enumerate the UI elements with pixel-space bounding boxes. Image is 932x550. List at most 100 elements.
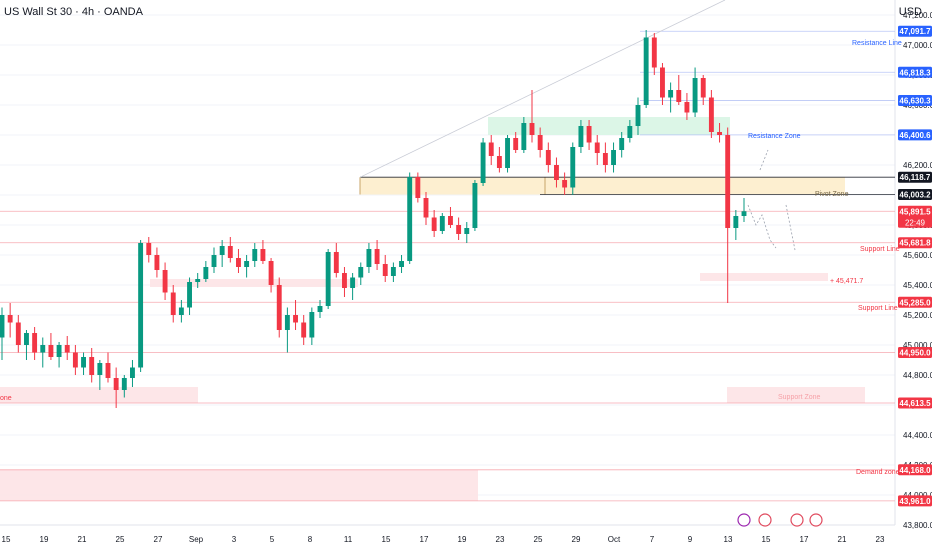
x-tick-label: 21 [838, 535, 847, 544]
candle [382, 255, 388, 282]
resistance-zone-label: Resistance Zone [748, 133, 801, 140]
price-tag: 46,818.3 [898, 66, 932, 78]
event-lightning-icon [737, 513, 751, 527]
candle-body [708, 97, 714, 132]
y-tick-label: 45,600.0 [903, 251, 932, 260]
candle [545, 142, 551, 173]
candle [276, 277, 282, 338]
candle [366, 243, 372, 273]
candle-body [252, 249, 258, 261]
candle-body [423, 198, 429, 218]
y-tick-label: 47,000.0 [903, 41, 932, 50]
candle [170, 285, 176, 323]
candle-body [521, 123, 527, 150]
candle [187, 277, 192, 315]
candles [0, 30, 747, 408]
event-flag-icon [758, 513, 772, 527]
support-line-label: Support Line [860, 246, 900, 253]
zone-band [0, 469, 478, 501]
candle-body [187, 282, 192, 308]
candle [537, 127, 543, 158]
resistance-line-label: Resistance Line [852, 40, 902, 47]
candle-body [146, 243, 152, 255]
y-tick-label: 44,800.0 [903, 371, 932, 380]
candle-body [203, 267, 209, 279]
candle-body [692, 78, 698, 113]
candle-body [219, 246, 225, 255]
price-tag-label: 46,003.2 [899, 191, 931, 200]
candle-body [244, 261, 250, 267]
candle [570, 142, 576, 195]
candle-body [562, 180, 568, 188]
zone-band [488, 117, 730, 135]
price-tag-countdown: 22:49 [905, 218, 926, 227]
price-tag-box [898, 464, 932, 476]
x-tick-label: 11 [344, 535, 353, 544]
price-tag-box [898, 347, 932, 358]
price-tag-box [898, 397, 932, 409]
candle [464, 222, 470, 243]
candle [448, 207, 453, 228]
candle [660, 63, 665, 105]
candle-body [717, 132, 722, 135]
candle-body [121, 378, 127, 390]
candle-body [578, 126, 584, 147]
candle [309, 307, 315, 345]
candle-body [358, 267, 364, 278]
candle [121, 375, 127, 398]
candle [317, 300, 323, 318]
candle [374, 240, 380, 270]
candle-body [741, 211, 747, 216]
x-tick-label: 23 [876, 535, 885, 544]
candle-body [374, 249, 380, 264]
candle-body [472, 183, 478, 228]
price-tag: 46,003.2 [898, 189, 932, 201]
candle [529, 90, 535, 143]
x-tick-label: 17 [420, 535, 429, 544]
currency-label: USD [898, 6, 922, 18]
candle-body [611, 150, 616, 165]
candle-body [635, 105, 641, 126]
candle [684, 93, 690, 120]
candle-body [170, 292, 176, 315]
price-tag-label: 45,681.8 [899, 239, 931, 248]
x-tick-label: 3 [232, 535, 237, 544]
x-tick-label: 25 [534, 535, 543, 544]
candle-body [333, 252, 339, 273]
candle [146, 237, 152, 263]
price-tag-box [898, 171, 932, 183]
candle-body [309, 312, 315, 338]
candle-body [260, 249, 266, 261]
candle-body [415, 177, 421, 198]
candle [619, 132, 625, 158]
candle [154, 247, 160, 278]
candle [138, 240, 144, 372]
candle [733, 210, 739, 240]
candle-body [64, 345, 70, 353]
x-tick-label: 9 [688, 535, 693, 544]
candle-body [24, 333, 29, 345]
candle-body [684, 102, 690, 113]
candle [48, 333, 54, 360]
candle-body [733, 216, 739, 228]
price-tag-box [898, 237, 932, 249]
candle [56, 342, 62, 368]
price-tag: 44,950.0 [898, 347, 932, 358]
candle-body [537, 135, 543, 150]
price-tag-box [898, 66, 932, 78]
candle [15, 315, 21, 353]
price-tag: 46,118.7 [898, 171, 932, 183]
candle-body [660, 67, 665, 98]
candle [456, 217, 462, 240]
candle-body [480, 142, 486, 183]
candle [578, 120, 584, 153]
x-tick-label: Sep [189, 535, 204, 544]
candle-body [15, 322, 21, 345]
candle-body [195, 279, 201, 282]
symbol-title: US Wall St 30 · 4h · OANDA [4, 6, 143, 18]
price-tag-label: 44,950.0 [899, 349, 931, 358]
price-tag-label: 45,891.5 [899, 207, 931, 216]
x-tick-label: 8 [308, 535, 313, 544]
candle [717, 123, 722, 143]
